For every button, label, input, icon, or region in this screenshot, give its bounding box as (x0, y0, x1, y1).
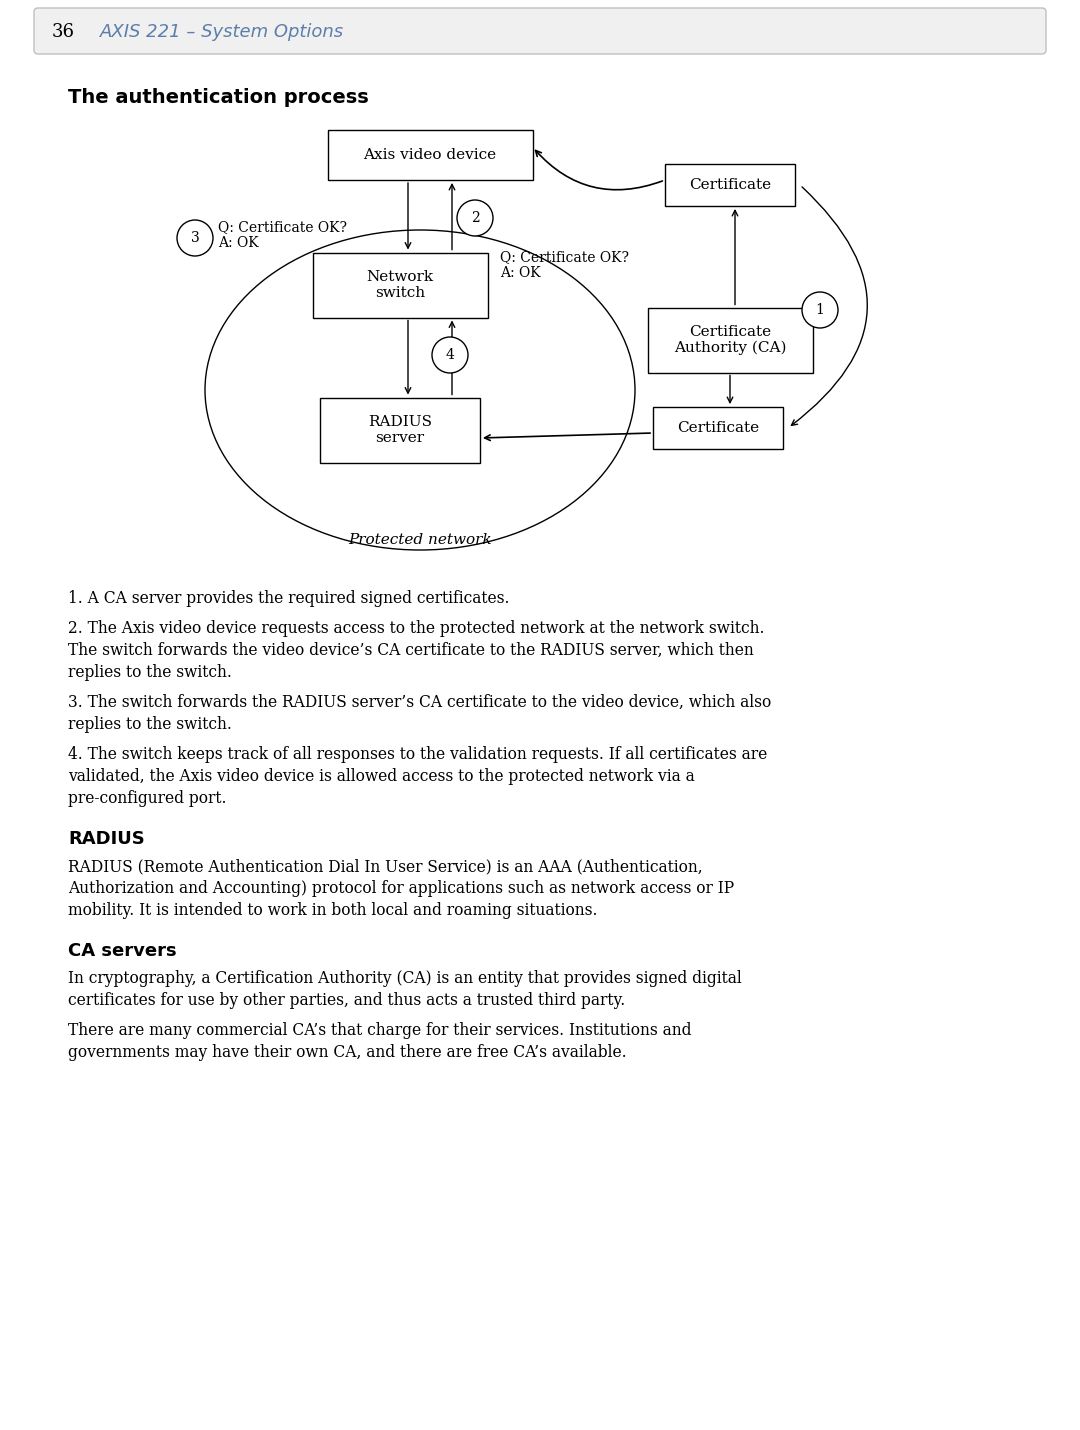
Text: 2: 2 (471, 212, 480, 225)
Text: 2. The Axis video device requests access to the protected network at the network: 2. The Axis video device requests access… (68, 621, 765, 636)
Text: 4: 4 (446, 347, 455, 362)
Bar (653, 408, 783, 449)
Bar (312, 253, 487, 317)
Text: AXIS 221 – System Options: AXIS 221 – System Options (100, 23, 345, 41)
Text: There are many commercial CA’s that charge for their services. Institutions and: There are many commercial CA’s that char… (68, 1022, 691, 1040)
Circle shape (432, 337, 468, 373)
Text: replies to the switch.: replies to the switch. (68, 716, 232, 734)
Text: Certificate
Authority (CA): Certificate Authority (CA) (674, 325, 786, 355)
Circle shape (457, 200, 492, 236)
Text: 4. The switch keeps track of all responses to the validation requests. If all ce: 4. The switch keeps track of all respons… (68, 746, 767, 764)
Text: validated, the Axis video device is allowed access to the protected network via : validated, the Axis video device is allo… (68, 768, 694, 785)
Text: 3. The switch forwards the RADIUS server’s CA certificate to the video device, w: 3. The switch forwards the RADIUS server… (68, 694, 771, 711)
Text: 1: 1 (815, 303, 824, 317)
Circle shape (177, 220, 213, 256)
Text: 1. A CA server provides the required signed certificates.: 1. A CA server provides the required sig… (68, 591, 510, 606)
Text: governments may have their own CA, and there are free CA’s available.: governments may have their own CA, and t… (68, 1044, 626, 1061)
Text: Protected network: Protected network (348, 533, 491, 548)
Text: replies to the switch.: replies to the switch. (68, 664, 232, 681)
Text: Q: Certificate OK?
A: OK: Q: Certificate OK? A: OK (218, 220, 347, 250)
Text: CA servers: CA servers (68, 942, 177, 960)
Text: In cryptography, a Certification Authority (CA) is an entity that provides signe: In cryptography, a Certification Authori… (68, 970, 742, 987)
Text: RADIUS: RADIUS (68, 829, 145, 848)
Text: Certificate: Certificate (689, 177, 771, 192)
Text: Axis video device: Axis video device (364, 147, 497, 162)
Text: 3: 3 (191, 232, 200, 245)
Text: Authorization and Accounting) protocol for applications such as network access o: Authorization and Accounting) protocol f… (68, 879, 734, 897)
Text: RADIUS
server: RADIUS server (368, 415, 432, 445)
Bar (648, 307, 812, 372)
Bar (320, 398, 480, 462)
Text: certificates for use by other parties, and thus acts a trusted third party.: certificates for use by other parties, a… (68, 992, 625, 1010)
Text: mobility. It is intended to work in both local and roaming situations.: mobility. It is intended to work in both… (68, 902, 597, 919)
Text: RADIUS (Remote Authentication Dial In User Service) is an AAA (Authentication,: RADIUS (Remote Authentication Dial In Us… (68, 858, 703, 875)
FancyBboxPatch shape (33, 9, 1047, 54)
Circle shape (802, 292, 838, 327)
Bar (665, 164, 795, 206)
Text: 36: 36 (52, 23, 75, 41)
Text: Certificate: Certificate (677, 420, 759, 435)
Text: The authentication process: The authentication process (68, 89, 368, 107)
Text: pre-configured port.: pre-configured port. (68, 789, 227, 807)
Text: The switch forwards the video device’s CA certificate to the RADIUS server, whic: The switch forwards the video device’s C… (68, 642, 754, 659)
Text: Q: Certificate OK?
A: OK: Q: Certificate OK? A: OK (500, 250, 629, 280)
Bar (327, 130, 532, 180)
Text: Network
switch: Network switch (366, 270, 433, 300)
